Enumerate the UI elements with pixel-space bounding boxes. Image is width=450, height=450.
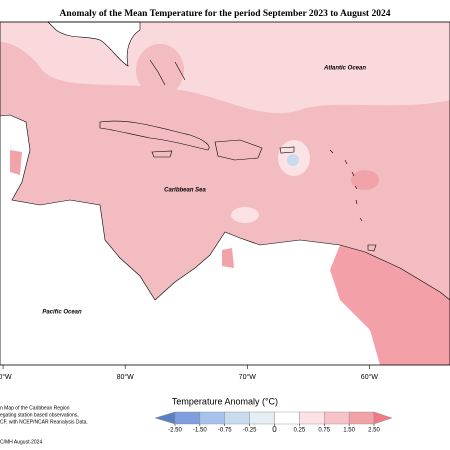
legend-title: Temperature Anomaly (°C) bbox=[172, 396, 278, 406]
ocean-label: Atlantic Ocean bbox=[323, 66, 366, 72]
map-area: Atlantic Ocean Caribbean Sea Pacific Oce… bbox=[0, 21, 450, 366]
colorbar-tick-label: 0.75 bbox=[318, 428, 330, 434]
lon-tick-label: 90°W bbox=[0, 373, 12, 381]
maracaibo-anomaly bbox=[222, 248, 234, 268]
note: n Map of the Caribbean Region bbox=[0, 405, 70, 411]
bahamas bbox=[149, 59, 186, 86]
colorbar-tick-label: -0.25 bbox=[243, 428, 257, 434]
note: CF, with NCEP/NCAR Reanalysis Data. bbox=[0, 419, 88, 425]
colorbar-tick-label: -2.50 bbox=[168, 428, 182, 434]
colorbar-box bbox=[348, 411, 375, 425]
antilles-anomaly bbox=[351, 170, 379, 190]
lon-tick-label: 80°W bbox=[117, 373, 135, 381]
sea-label: Caribbean Sea bbox=[164, 188, 206, 194]
note: egating station based observations, bbox=[0, 412, 79, 418]
colorbar-box bbox=[174, 411, 201, 425]
colorbar-tick-label: 2.50 bbox=[368, 428, 380, 434]
ocean-label: Pacific Ocean bbox=[42, 310, 82, 316]
aruba-anomaly bbox=[231, 207, 259, 223]
colorbar-arrow bbox=[154, 411, 176, 425]
land-anomaly bbox=[330, 245, 450, 365]
coastline bbox=[0, 114, 450, 301]
colorbar-box bbox=[274, 411, 300, 425]
map-title: Anomaly of the Mean Temperature for the … bbox=[60, 9, 391, 19]
florida bbox=[47, 21, 141, 67]
bahamas-anomaly bbox=[136, 44, 184, 96]
lon-tick-label: 60°W bbox=[361, 373, 379, 381]
colorbar-box bbox=[224, 411, 250, 425]
colorbar-box bbox=[199, 411, 225, 425]
map-frame bbox=[0, 21, 450, 366]
colorbar-box bbox=[324, 411, 350, 425]
colorbar-box bbox=[299, 411, 325, 425]
lon-tick-label: 70°W bbox=[239, 373, 257, 381]
colorbar-tick-label: 0.25 bbox=[294, 428, 306, 434]
colorbar-box bbox=[249, 411, 275, 425]
jamaica bbox=[151, 150, 173, 158]
pr-cool bbox=[287, 154, 299, 166]
colorbar-arrow bbox=[373, 411, 393, 425]
hispaniola bbox=[214, 139, 263, 161]
cuba bbox=[99, 120, 210, 151]
puerto-rico bbox=[279, 146, 295, 154]
colorbar-tick-label: 1.50 bbox=[343, 428, 355, 434]
colorbar-tick-label: 0 bbox=[272, 425, 277, 434]
note: C/MH August-2024 bbox=[0, 439, 42, 445]
colorbar-tick-label: -1.50 bbox=[193, 428, 207, 434]
lesser-antilles bbox=[329, 149, 377, 252]
yucatan-anomaly bbox=[10, 150, 22, 175]
colorbar-tick-label: -0.75 bbox=[218, 428, 232, 434]
